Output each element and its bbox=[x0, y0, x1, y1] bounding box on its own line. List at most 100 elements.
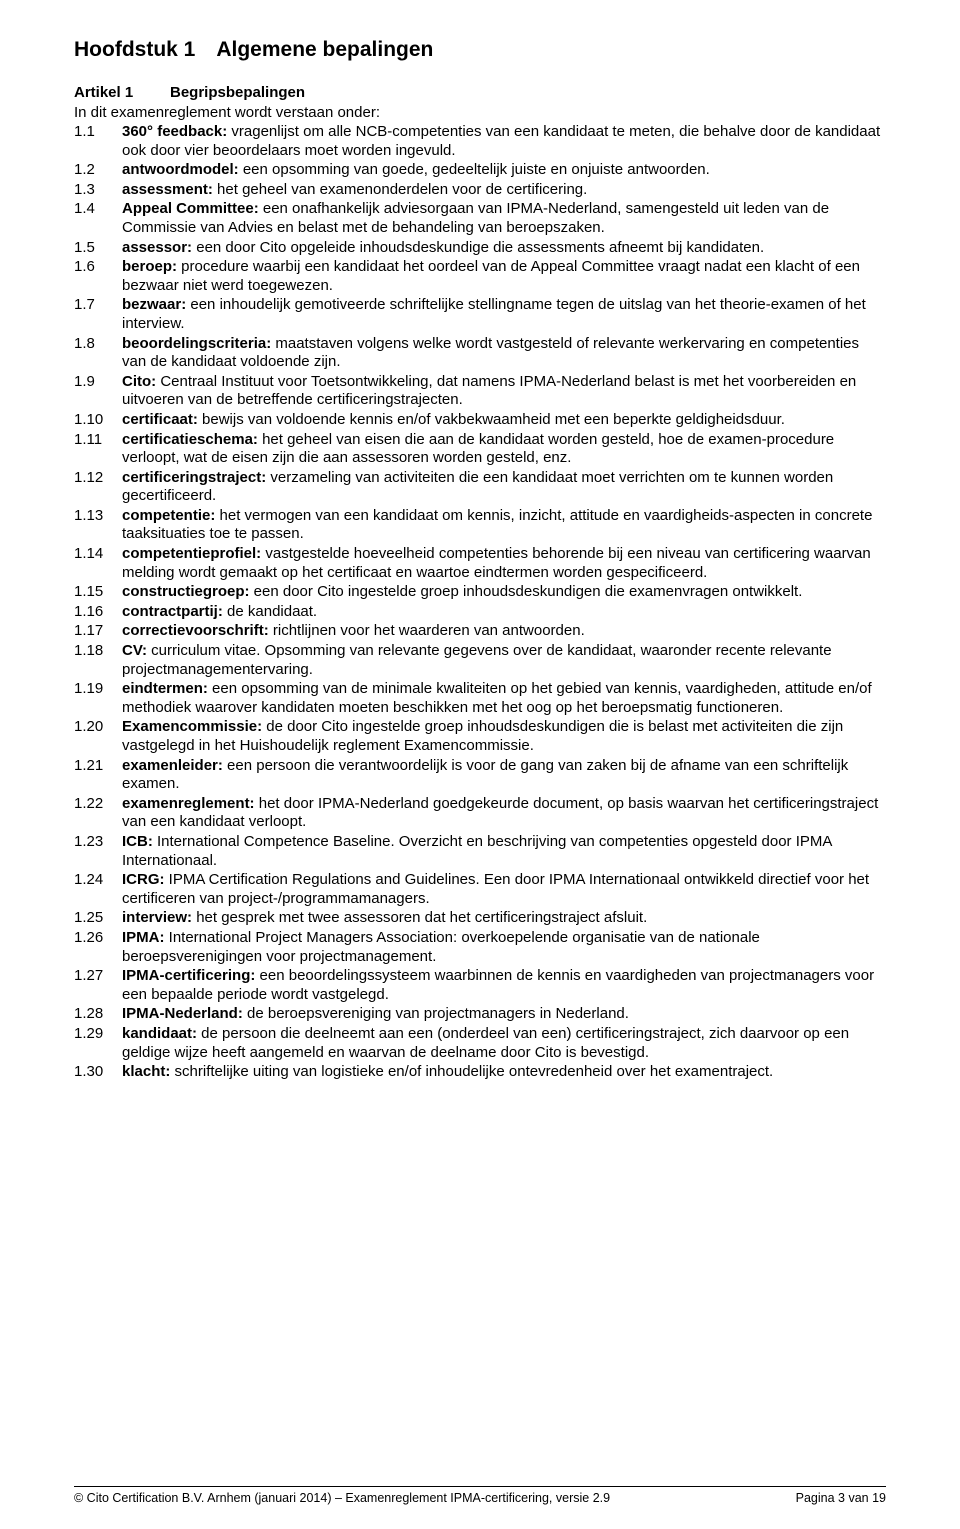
definition-term: beoordelingscriteria: bbox=[122, 335, 271, 352]
definition-body: IPMA-Nederland: de beroepsvereniging van… bbox=[122, 1005, 886, 1024]
definition-term: IPMA: bbox=[122, 929, 165, 946]
definition-term: competentieprofiel: bbox=[122, 545, 261, 562]
definition-body: kandidaat: de persoon die deelneemt aan … bbox=[122, 1025, 886, 1062]
definition-term: ICRG: bbox=[122, 871, 165, 888]
definition-text: vragenlijst om alle NCB-competenties van… bbox=[122, 123, 880, 159]
definition-text: het gesprek met twee assessoren dat het … bbox=[192, 909, 647, 926]
definition-row: 1.2antwoordmodel: een opsomming van goed… bbox=[74, 161, 886, 180]
definition-row: 1.14competentieprofiel: vastgestelde hoe… bbox=[74, 545, 886, 582]
definition-row: 1.13competentie: het vermogen van een ka… bbox=[74, 507, 886, 544]
definition-term: ICB: bbox=[122, 833, 153, 850]
article-name: Begripsbepalingen bbox=[170, 84, 305, 101]
definition-row: 1.3assessment: het geheel van examenonde… bbox=[74, 181, 886, 200]
definition-number: 1.19 bbox=[74, 680, 122, 699]
definition-number: 1.6 bbox=[74, 258, 122, 277]
definition-term: assessor: bbox=[122, 239, 192, 256]
definition-body: interview: het gesprek met twee assessor… bbox=[122, 909, 886, 928]
definition-row: 1.16contractpartij: de kandidaat. bbox=[74, 603, 886, 622]
definition-number: 1.29 bbox=[74, 1025, 122, 1044]
definition-text: een inhoudelijk gemotiveerde schriftelij… bbox=[122, 296, 866, 332]
chapter-title: Hoofdstuk 1 Algemene bepalingen bbox=[74, 38, 886, 62]
definition-body: klacht: schriftelijke uiting van logisti… bbox=[122, 1063, 886, 1082]
definition-number: 1.27 bbox=[74, 967, 122, 986]
definition-number: 1.16 bbox=[74, 603, 122, 622]
definition-term: IPMA-certificering: bbox=[122, 967, 255, 984]
definition-body: certificatieschema: het geheel van eisen… bbox=[122, 431, 886, 468]
definition-row: 1.15constructiegroep: een door Cito inge… bbox=[74, 583, 886, 602]
definition-number: 1.22 bbox=[74, 795, 122, 814]
definition-term: constructiegroep: bbox=[122, 583, 250, 600]
definition-body: ICB: International Competence Baseline. … bbox=[122, 833, 886, 870]
article-title: Artikel 1Begripsbepalingen bbox=[74, 84, 886, 101]
definition-term: 360° feedback: bbox=[122, 123, 227, 140]
definition-text: curriculum vitae. Opsomming van relevant… bbox=[122, 642, 832, 678]
definition-number: 1.21 bbox=[74, 757, 122, 776]
definition-term: IPMA-Nederland: bbox=[122, 1005, 243, 1022]
definition-row: 1.30klacht: schriftelijke uiting van log… bbox=[74, 1063, 886, 1082]
definition-number: 1.26 bbox=[74, 929, 122, 948]
definition-term: klacht: bbox=[122, 1063, 170, 1080]
definition-number: 1.18 bbox=[74, 642, 122, 661]
definition-body: antwoordmodel: een opsomming van goede, … bbox=[122, 161, 886, 180]
definition-body: CV: curriculum vitae. Opsomming van rele… bbox=[122, 642, 886, 679]
definition-body: eindtermen: een opsomming van de minimal… bbox=[122, 680, 886, 717]
definition-term: certificatieschema: bbox=[122, 431, 258, 448]
definition-body: competentieprofiel: vastgestelde hoeveel… bbox=[122, 545, 886, 582]
definition-number: 1.30 bbox=[74, 1063, 122, 1082]
definition-number: 1.25 bbox=[74, 909, 122, 928]
definition-body: Examencommissie: de door Cito ingestelde… bbox=[122, 718, 886, 755]
definition-term: assessment: bbox=[122, 181, 213, 198]
definition-text: een door Cito opgeleide inhoudsdeskundig… bbox=[192, 239, 764, 256]
definition-row: 1.24ICRG: IPMA Certification Regulations… bbox=[74, 871, 886, 908]
definition-term: CV: bbox=[122, 642, 147, 659]
definition-term: certificaat: bbox=[122, 411, 198, 428]
definitions-list: 1.1360° feedback: vragenlijst om alle NC… bbox=[74, 123, 886, 1082]
definition-number: 1.1 bbox=[74, 123, 122, 142]
definition-row: 1.25interview: het gesprek met twee asse… bbox=[74, 909, 886, 928]
definition-number: 1.28 bbox=[74, 1005, 122, 1024]
definition-term: Cito: bbox=[122, 373, 156, 390]
definition-term: examenleider: bbox=[122, 757, 223, 774]
footer-left: © Cito Certification B.V. Arnhem (januar… bbox=[74, 1491, 610, 1505]
definition-text: Centraal Instituut voor Toetsontwikkelin… bbox=[122, 373, 856, 409]
definition-row: 1.6beroep: procedure waarbij een kandida… bbox=[74, 258, 886, 295]
definition-text: een persoon die verantwoordelijk is voor… bbox=[122, 757, 848, 793]
definition-row: 1.5assessor: een door Cito opgeleide inh… bbox=[74, 239, 886, 258]
definition-term: antwoordmodel: bbox=[122, 161, 239, 178]
definition-text: procedure waarbij een kandidaat het oord… bbox=[122, 258, 860, 294]
definition-number: 1.20 bbox=[74, 718, 122, 737]
definition-body: competentie: het vermogen van een kandid… bbox=[122, 507, 886, 544]
definition-text: een opsomming van goede, gedeeltelijk ju… bbox=[239, 161, 710, 178]
definition-row: 1.18CV: curriculum vitae. Opsomming van … bbox=[74, 642, 886, 679]
definition-row: 1.11certificatieschema: het geheel van e… bbox=[74, 431, 886, 468]
definition-body: certificaat: bewijs van voldoende kennis… bbox=[122, 411, 886, 430]
footer-right: Pagina 3 van 19 bbox=[796, 1491, 886, 1505]
definition-term: Appeal Committee: bbox=[122, 200, 259, 217]
definition-row: 1.29kandidaat: de persoon die deelneemt … bbox=[74, 1025, 886, 1062]
definition-row: 1.4Appeal Committee: een onafhankelijk a… bbox=[74, 200, 886, 237]
definition-text: het geheel van examenonderdelen voor de … bbox=[213, 181, 587, 198]
definition-number: 1.17 bbox=[74, 622, 122, 641]
definition-number: 1.2 bbox=[74, 161, 122, 180]
definition-term: contractpartij: bbox=[122, 603, 223, 620]
definition-text: de beroepsvereniging van projectmanagers… bbox=[243, 1005, 629, 1022]
definition-number: 1.12 bbox=[74, 469, 122, 488]
definition-row: 1.20Examencommissie: de door Cito ingest… bbox=[74, 718, 886, 755]
definition-text: IPMA Certification Regulations and Guide… bbox=[122, 871, 869, 907]
definition-number: 1.10 bbox=[74, 411, 122, 430]
chapter-name: Algemene bepalingen bbox=[216, 38, 433, 61]
definition-body: beroep: procedure waarbij een kandidaat … bbox=[122, 258, 886, 295]
definition-number: 1.9 bbox=[74, 373, 122, 392]
definition-body: bezwaar: een inhoudelijk gemotiveerde sc… bbox=[122, 296, 886, 333]
definition-term: examenreglement: bbox=[122, 795, 255, 812]
definition-text: bewijs van voldoende kennis en/of vakbek… bbox=[198, 411, 785, 428]
definition-term: eindtermen: bbox=[122, 680, 208, 697]
definition-number: 1.5 bbox=[74, 239, 122, 258]
definition-body: correctievoorschrift: richtlijnen voor h… bbox=[122, 622, 886, 641]
definition-term: certificeringstraject: bbox=[122, 469, 266, 486]
definition-row: 1.22examenreglement: het door IPMA-Neder… bbox=[74, 795, 886, 832]
definition-number: 1.8 bbox=[74, 335, 122, 354]
definition-text: de kandidaat. bbox=[223, 603, 317, 620]
definition-text: richtlijnen voor het waarderen van antwo… bbox=[269, 622, 585, 639]
definition-number: 1.24 bbox=[74, 871, 122, 890]
